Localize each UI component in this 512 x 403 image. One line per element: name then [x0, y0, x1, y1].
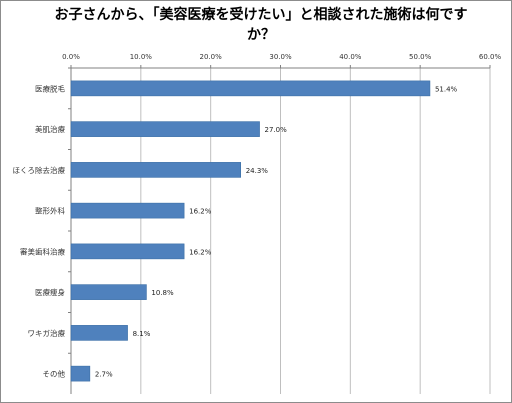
- x-tick-label-5: 50.0%: [409, 53, 432, 61]
- bar-4: [70, 243, 185, 260]
- category-label-3: 整形外科: [35, 206, 65, 216]
- bar-0: [70, 80, 431, 97]
- data-label-7: 2.7%: [95, 371, 113, 379]
- x-tick-label-4: 40.0%: [339, 53, 362, 61]
- x-tick-label-0: 0.0%: [62, 53, 80, 61]
- category-label-2: ほくろ除去治療: [13, 165, 66, 175]
- x-tick-label-1: 10.0%: [130, 53, 153, 61]
- bar-2: [70, 162, 241, 178]
- data-label-4: 16.2%: [189, 248, 212, 256]
- bar-3: [70, 202, 185, 219]
- category-label-5: 医療痩身: [35, 287, 65, 297]
- data-label-2: 24.3%: [246, 167, 269, 175]
- x-tick-label-6: 60.0%: [479, 53, 502, 61]
- bar-5: [70, 284, 147, 300]
- category-label-4: 審美歯科治療: [20, 246, 65, 256]
- data-label-0: 51.4%: [435, 85, 458, 93]
- data-label-1: 27.0%: [265, 126, 288, 134]
- category-label-0: 医療脱毛: [35, 83, 65, 93]
- bar-6: [70, 325, 128, 341]
- chart-title: お子さんから、「美容医療を受けたい」と相談された施術は何です か？: [41, 5, 481, 45]
- x-tick-label-3: 30.0%: [269, 53, 292, 61]
- bar-7: [70, 365, 91, 382]
- category-label-6: ワキガ治療: [28, 328, 66, 338]
- chart-title-line-2: か？: [247, 27, 275, 43]
- category-label-7: その他: [43, 369, 66, 379]
- data-label-6: 8.1%: [133, 330, 151, 338]
- bar-1: [70, 121, 260, 137]
- data-label-3: 16.2%: [189, 208, 212, 216]
- category-label-1: 美肌治療: [35, 124, 65, 134]
- chart-title-line-1: お子さんから、「美容医療を受けたい」と相談された施術は何です: [54, 7, 468, 23]
- x-tick-label-2: 20.0%: [200, 53, 223, 61]
- data-label-5: 10.8%: [151, 289, 174, 297]
